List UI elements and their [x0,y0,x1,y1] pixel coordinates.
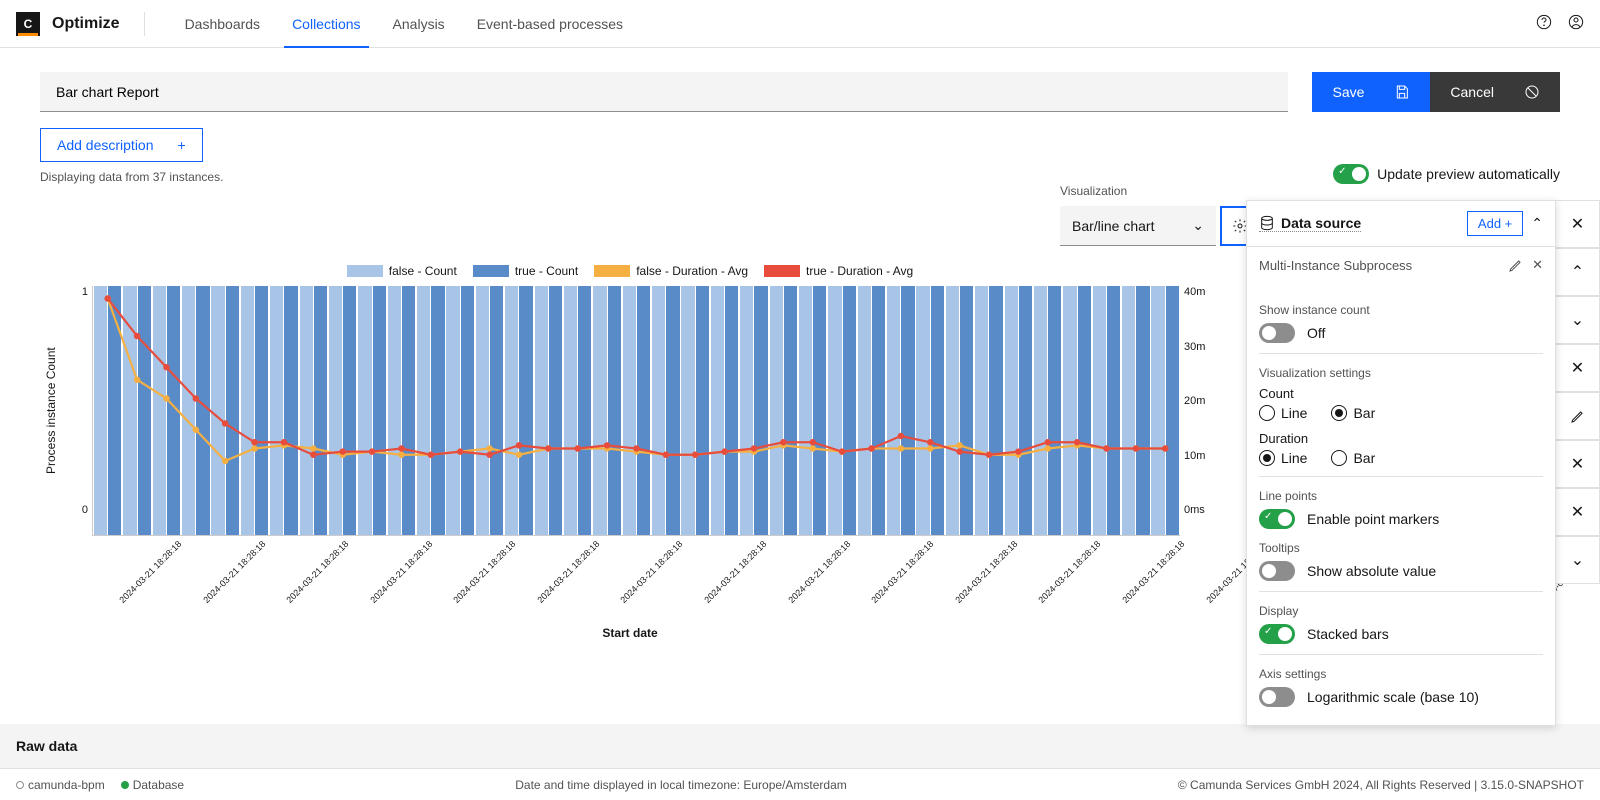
show-absolute-toggle[interactable] [1259,561,1295,581]
stub-chevron-2[interactable]: ⌄ [1556,296,1600,344]
y-axis-left-ticks: 10 [62,286,92,536]
chart-legend: false - Count true - Count false - Duratio… [40,264,1220,278]
duration-bar-radio[interactable]: Bar [1331,450,1375,466]
line-points-label: Line points [1259,489,1543,503]
brand-logo: C [16,12,40,36]
stub-edit[interactable] [1556,392,1600,440]
instances-note: Displaying data from 37 instances. [40,170,1288,184]
nav-tab-dashboards[interactable]: Dashboards [169,0,277,48]
show-instance-count-label: Show instance count [1259,303,1543,317]
update-preview-toggle[interactable] [1333,164,1369,184]
copyright: © Camunda Services GmbH 2024, All Rights… [1178,778,1584,792]
y-axis-left-label: Process instance Count [40,286,62,536]
data-source-title: Data source [1259,215,1361,232]
show-instance-count-toggle[interactable] [1259,323,1295,343]
duration-line-radio[interactable]: Line [1259,450,1307,466]
display-label: Display [1259,604,1543,618]
stub-close-1[interactable]: ✕ [1556,200,1600,248]
stub-chevron-1[interactable]: ⌃ [1556,248,1600,296]
log-scale-toggle[interactable] [1259,687,1295,707]
add-data-source-button[interactable]: Add + [1467,211,1523,236]
data-source-item-label: Multi-Instance Subprocess [1259,258,1412,273]
viz-settings-label: Visualization settings [1259,366,1543,380]
toggle-off-label: Off [1307,325,1325,341]
chevron-up-icon[interactable]: ⌃ [1531,215,1543,232]
nav-tab-collections[interactable]: Collections [276,0,376,48]
stub-chevron-3[interactable]: ⌄ [1556,536,1600,584]
brand-name: Optimize [52,15,120,33]
legend-item: true - Duration - Avg [764,264,913,278]
legend-item: true - Count [473,264,578,278]
database-icon [1259,215,1275,231]
engine-status: camunda-bpm [16,778,105,792]
count-label: Count [1259,386,1543,401]
chart-container: false - Count true - Count false - Duratio… [40,264,1220,640]
nav-tabs: DashboardsCollectionsAnalysisEvent-based… [169,0,1536,48]
legend-item: false - Duration - Avg [594,264,748,278]
divider [144,12,145,36]
chart-plot [92,286,1180,536]
data-source-item[interactable]: Multi-Instance Subprocess ✕ [1247,247,1555,283]
settings-panel: Data source Add + ⌃ Multi-Instance Subpr… [1246,200,1556,726]
settings-panel-body: Show instance count Off Visualization se… [1247,283,1555,725]
stacked-bars-label: Stacked bars [1307,626,1389,642]
stub-close-3[interactable]: ✕ [1556,440,1600,488]
app-header: C Optimize DashboardsCollectionsAnalysis… [0,0,1600,48]
footer: camunda-bpm Database Date and time displ… [0,768,1600,800]
nav-tab-event-based-processes[interactable]: Event-based processes [461,0,639,48]
enable-markers-label: Enable point markers [1307,511,1439,527]
db-status: Database [121,778,184,792]
edit-icon[interactable] [1508,257,1524,273]
add-description-label: Add description [57,137,154,153]
count-bar-radio[interactable]: Bar [1331,405,1375,421]
stacked-bars-toggle[interactable] [1259,624,1295,644]
update-preview-label: Update preview automatically [1377,166,1560,182]
timezone-note: Date and time displayed in local timezon… [184,778,1178,792]
tooltips-label: Tooltips [1259,541,1543,555]
cancel-button[interactable]: Cancel [1430,72,1560,112]
user-icon[interactable] [1568,14,1584,33]
data-source-header: Data source Add + ⌃ [1247,201,1555,247]
show-absolute-label: Show absolute value [1307,563,1436,579]
stub-close-2[interactable]: ✕ [1556,344,1600,392]
legend-item: false - Count [347,264,457,278]
nav-tab-analysis[interactable]: Analysis [377,0,461,48]
axis-settings-label: Axis settings [1259,667,1543,681]
help-icon[interactable] [1536,14,1552,33]
cancel-icon [1524,84,1540,100]
save-label: Save [1332,84,1364,100]
stub-close-4[interactable]: ✕ [1556,488,1600,536]
enable-markers-toggle[interactable] [1259,509,1295,529]
cancel-label: Cancel [1450,84,1494,100]
close-icon[interactable]: ✕ [1532,257,1543,273]
log-scale-label: Logarithmic scale (base 10) [1307,689,1479,705]
raw-data-header[interactable]: Raw data [0,724,1600,768]
right-collapsed-panels: ✕ ⌃ ⌄ ✕ ✕ ✕ ⌄ [1556,200,1600,584]
count-line-radio[interactable]: Line [1259,405,1307,421]
report-title-input[interactable] [40,72,1288,112]
x-axis-ticks: 2024-03-21 18:28:182024-03-21 18:28:1820… [90,536,1180,626]
save-icon [1394,84,1410,100]
plus-icon: + [178,137,186,153]
duration-label: Duration [1259,431,1543,446]
add-description-button[interactable]: Add description + [40,128,203,162]
save-button[interactable]: Save [1312,72,1430,112]
y-axis-right-ticks: 40m30m20m10m0ms [1180,286,1220,536]
